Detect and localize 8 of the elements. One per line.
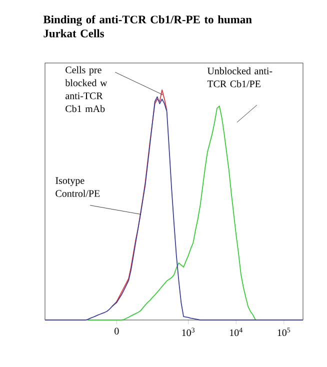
annotation: Cells pre blocked w anti-TCR Cb1 mAb: [65, 66, 108, 112]
x-tick-label: 0: [114, 328, 119, 334]
text: Unblocked anti-TCR Cb1/PE: [207, 67, 272, 88]
chart-title: Binding of anti-TCR Cb1/R-PE to human Jurkat Cells: [43, 15, 252, 38]
x-tick-label: 10$^{5}$: [278, 328, 290, 336]
x-tick-label: 10$^{4}$: [230, 328, 242, 336]
annotation: Isotype Control/PE: [56, 177, 100, 197]
x-tick-label: 10$^{3}$: [182, 328, 195, 336]
